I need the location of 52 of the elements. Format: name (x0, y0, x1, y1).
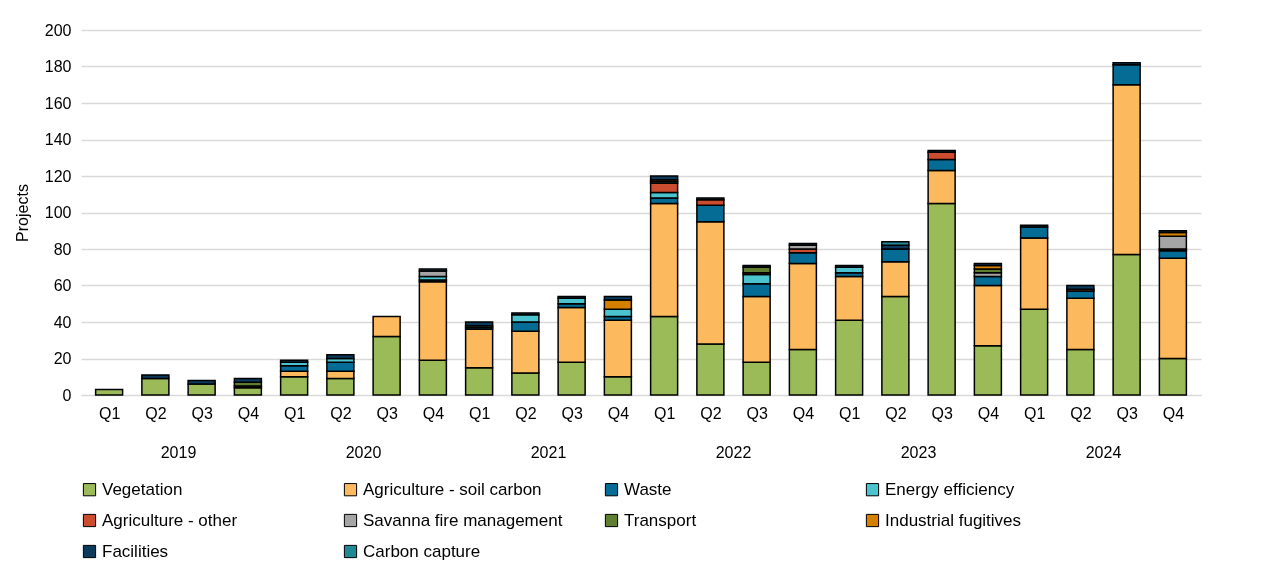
text: 2019 (160, 444, 197, 461)
x-tick-label: Q4 (237, 404, 260, 422)
x-tick-label: Q3 (746, 404, 768, 422)
y-tick-label: 100 (44, 204, 72, 221)
y-tick-label: 120 (44, 167, 72, 185)
x-tick-label: Q1 (653, 404, 676, 422)
text: 2020 (345, 444, 382, 461)
y-tick-label: 160 (44, 94, 72, 112)
y-tick-label: 60 (53, 277, 72, 294)
x-tick-label: Q1 (1023, 404, 1046, 422)
legend-label: Agriculture - other (102, 510, 238, 530)
x-tick-label: Q3 (191, 404, 213, 422)
legend-label: Savanna fire management (363, 510, 563, 530)
x-tick-label: Q2 (145, 404, 167, 422)
x-tick-label: Q4 (607, 404, 630, 422)
y-tick-label: 0 (62, 386, 72, 404)
text: 2024 (1085, 444, 1122, 461)
y-tick-label: 180 (44, 58, 72, 75)
legend-label: Energy efficiency (885, 479, 1015, 499)
x-tick-label: Q4 (1162, 404, 1185, 422)
x-tick-label: Q1 (98, 404, 121, 422)
y-axis-title: Projects (13, 184, 31, 242)
y-tick-label: 20 (53, 350, 72, 367)
x-tick-label: Q2 (700, 404, 722, 422)
x-tick-label: Q1 (283, 404, 306, 422)
y-tick-label: 140 (44, 131, 72, 148)
text: 2023 (900, 444, 937, 461)
x-tick-label: Q1 (838, 404, 861, 422)
y-tick-label: 40 (53, 313, 72, 331)
x-tick-label: Q3 (1116, 404, 1138, 422)
legend-label: Facilities (102, 541, 169, 561)
text: 2021 (530, 444, 567, 461)
x-tick-label: Q1 (468, 404, 491, 422)
y-tick-label: 200 (44, 21, 72, 39)
legend-label: Transport (624, 510, 697, 530)
legend-label: Vegetation (102, 479, 183, 499)
x-tick-label: Q3 (931, 404, 953, 422)
legend-label: Agriculture - soil carbon (363, 479, 542, 499)
legend-label: Waste (624, 479, 672, 499)
legend-label: Industrial fugitives (885, 510, 1022, 530)
x-tick-label: Q2 (1070, 404, 1092, 422)
x-tick-label: Q2 (515, 404, 537, 422)
x-tick-label: Q2 (330, 404, 352, 422)
x-tick-label: Q4 (977, 404, 1000, 422)
text: 2022 (715, 444, 752, 461)
x-tick-label: Q3 (376, 404, 398, 422)
x-tick-label: Q4 (422, 404, 445, 422)
legend-label: Carbon capture (363, 541, 481, 561)
x-tick-label: Q4 (792, 404, 815, 422)
y-tick-label: 80 (53, 240, 72, 258)
x-tick-label: Q2 (885, 404, 907, 422)
x-tick-label: Q3 (561, 404, 583, 422)
